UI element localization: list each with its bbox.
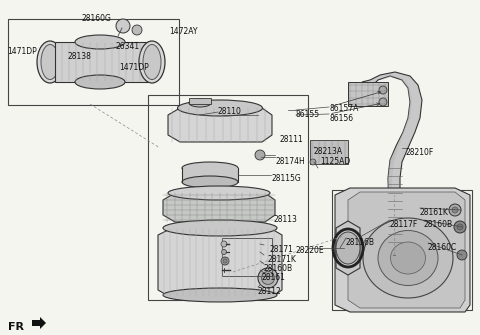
- Circle shape: [221, 241, 227, 247]
- Circle shape: [310, 159, 316, 165]
- Ellipse shape: [182, 162, 238, 174]
- Polygon shape: [32, 317, 46, 329]
- Text: 26341: 26341: [115, 42, 139, 51]
- Polygon shape: [336, 221, 360, 275]
- Ellipse shape: [336, 232, 360, 264]
- Circle shape: [223, 259, 227, 263]
- Polygon shape: [335, 188, 470, 312]
- Circle shape: [379, 86, 387, 94]
- Text: 86156: 86156: [330, 114, 354, 123]
- Text: 28113: 28113: [274, 215, 298, 224]
- Ellipse shape: [37, 41, 63, 83]
- Circle shape: [457, 224, 463, 230]
- Ellipse shape: [163, 288, 277, 302]
- Text: 28220E: 28220E: [296, 246, 324, 255]
- Text: 28111: 28111: [279, 135, 303, 144]
- Text: 28160C: 28160C: [428, 243, 457, 252]
- Text: 28210F: 28210F: [406, 148, 434, 157]
- Circle shape: [116, 19, 130, 33]
- Ellipse shape: [189, 99, 211, 107]
- Ellipse shape: [378, 230, 438, 285]
- Bar: [222, 238, 272, 276]
- Text: FR: FR: [8, 322, 24, 332]
- Polygon shape: [158, 228, 282, 298]
- PathPatch shape: [380, 76, 412, 255]
- Ellipse shape: [262, 271, 275, 284]
- Ellipse shape: [75, 75, 125, 89]
- Ellipse shape: [258, 268, 278, 288]
- Text: 28174H: 28174H: [275, 157, 305, 166]
- Text: 28138: 28138: [67, 52, 91, 61]
- Text: 28110: 28110: [218, 107, 242, 116]
- Ellipse shape: [182, 176, 238, 188]
- Text: 1471DP: 1471DP: [119, 63, 149, 72]
- Circle shape: [449, 204, 461, 216]
- Text: 28160B: 28160B: [264, 264, 293, 273]
- Text: 1125AD: 1125AD: [320, 157, 350, 166]
- Text: 28115G: 28115G: [271, 174, 301, 183]
- Bar: [348, 82, 388, 106]
- Bar: [310, 140, 348, 164]
- Ellipse shape: [41, 45, 59, 79]
- Bar: [148, 95, 308, 300]
- Text: 28112: 28112: [258, 287, 282, 296]
- Circle shape: [452, 207, 458, 213]
- PathPatch shape: [362, 72, 422, 255]
- Ellipse shape: [363, 218, 453, 298]
- Circle shape: [454, 221, 466, 233]
- Text: 28171: 28171: [270, 245, 294, 254]
- Text: 86155: 86155: [296, 110, 320, 119]
- Text: 1472AY: 1472AY: [169, 27, 197, 36]
- Bar: [332, 190, 472, 310]
- Ellipse shape: [163, 220, 277, 236]
- Ellipse shape: [143, 45, 161, 79]
- Polygon shape: [168, 108, 272, 142]
- Ellipse shape: [178, 100, 263, 116]
- Text: 86157A: 86157A: [330, 104, 360, 113]
- Text: 28161K: 28161K: [420, 208, 449, 217]
- Text: 28213A: 28213A: [314, 147, 343, 156]
- Ellipse shape: [391, 242, 425, 274]
- Circle shape: [221, 250, 227, 255]
- Polygon shape: [348, 192, 465, 308]
- Circle shape: [255, 150, 265, 160]
- Text: 28161: 28161: [261, 273, 285, 282]
- Polygon shape: [163, 193, 275, 222]
- Text: 28160G: 28160G: [81, 14, 111, 23]
- Bar: [8, 19, 179, 105]
- Circle shape: [132, 25, 142, 35]
- Text: 28116B: 28116B: [346, 238, 375, 247]
- Circle shape: [379, 98, 387, 106]
- Text: 28117F: 28117F: [390, 220, 418, 229]
- Text: 28171K: 28171K: [267, 255, 296, 264]
- Ellipse shape: [75, 35, 125, 49]
- Ellipse shape: [168, 186, 270, 200]
- Circle shape: [221, 257, 229, 265]
- Text: 28160B: 28160B: [423, 220, 452, 229]
- Ellipse shape: [139, 41, 165, 83]
- Circle shape: [457, 250, 467, 260]
- Polygon shape: [55, 42, 148, 82]
- Bar: [182, 168, 238, 182]
- Text: 1471DP: 1471DP: [7, 47, 37, 56]
- Bar: [189, 98, 211, 104]
